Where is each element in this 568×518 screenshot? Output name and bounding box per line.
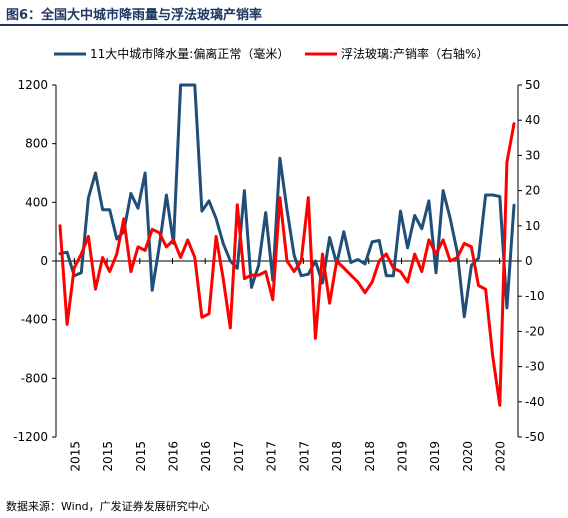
y-right-tick-label: 30 [525,148,540,162]
x-tick-label: 2019 [396,441,410,472]
legend-glass-label: 浮法玻璃:产销率（右轴%） [341,46,488,61]
x-tick-label: 2015 [134,441,148,472]
x-tick-label: 2017 [265,441,279,472]
x-tick-label: 2018 [330,441,344,472]
y-left-tick-label: 800 [25,137,48,151]
y-left-tick-label: -800 [21,371,48,385]
x-tick-label: 2015 [101,441,115,472]
series-lines [58,83,516,407]
y-left-tick-label: 400 [25,195,48,209]
x-axis: 2015 2015 2015 2016 2016 2017 2017 2017 2018 2018… [68,258,508,472]
x-tick-label: 2019 [428,441,442,472]
legend: 11大中城市降水量:偏离正常（毫米） 浮法玻璃:产销率（右轴%） [54,46,488,61]
y-right-axis: 50 40 30 20 10 0 -10 -20 -30 -40 -50 [518,78,545,444]
y-right-tick-label: 20 [525,184,540,198]
x-tick-label: 2016 [199,441,213,472]
figure-title: 图6：全国大中城市降雨量与浮法玻璃产销率 [6,8,263,23]
y-right-tick-label: -40 [525,395,545,409]
y-right-tick-label: -50 [525,430,545,444]
x-tick-label: 2016 [167,441,181,472]
x-tick-label: 2017 [297,441,311,472]
x-tick-label: 2018 [363,441,377,472]
y-left-axis: 1200 800 400 0 -400 -800 -1200 [13,78,56,444]
x-tick-label: 2020 [494,441,508,472]
y-left-tick-label: -400 [21,313,48,327]
rain-deviation-series [58,83,516,319]
y-left-tick-label: -1200 [13,430,48,444]
x-tick-label: 2020 [461,441,475,472]
glass-ratio-series [58,122,516,407]
y-right-tick-label: 40 [525,113,540,127]
y-right-tick-label: 10 [525,219,540,233]
y-right-tick-label: -10 [525,289,545,303]
x-tick-label: 2017 [232,441,246,472]
y-right-tick-label: 0 [525,254,533,268]
legend-rain-label: 11大中城市降水量:偏离正常（毫米） [90,46,289,61]
source-note: 数据来源：Wind，广发证券发展研究中心 [6,500,210,513]
y-left-tick-label: 0 [40,254,48,268]
y-left-tick-label: 1200 [17,78,48,92]
title-divider [0,24,568,26]
y-right-tick-label: -20 [525,324,545,338]
x-tick-label: 2015 [68,441,82,472]
y-right-tick-label: -30 [525,360,545,374]
y-right-tick-label: 50 [525,78,540,92]
